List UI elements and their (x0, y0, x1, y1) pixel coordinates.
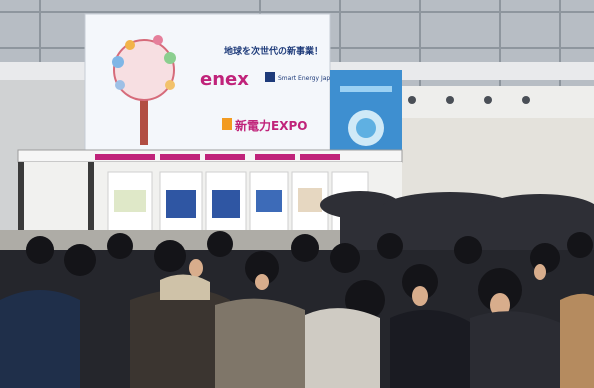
smart-energy-logo: Smart Energy Japan (278, 75, 338, 82)
ceiling-lights (408, 96, 530, 104)
faces (189, 259, 546, 317)
main-billboard: 地球を次世代の新事業！ enex Smart Energy Japan 新電力E… (84, 13, 338, 153)
expo-logo-mark (222, 118, 232, 130)
smart-energy-logo-mark (265, 72, 275, 82)
expo-logo: 新電力EXPO (235, 118, 307, 133)
exhibit-booth (17, 149, 403, 242)
tree-illustration (112, 35, 176, 145)
distant-crowd (320, 191, 594, 265)
crowd-heads (26, 231, 593, 320)
upper-walkway (395, 86, 594, 118)
billboard-headline: 地球を次世代の新事業！ (224, 45, 323, 57)
right-billboard (330, 70, 402, 162)
enex-logo: enex (200, 69, 249, 90)
jackets (0, 274, 594, 388)
crowd (0, 231, 594, 388)
